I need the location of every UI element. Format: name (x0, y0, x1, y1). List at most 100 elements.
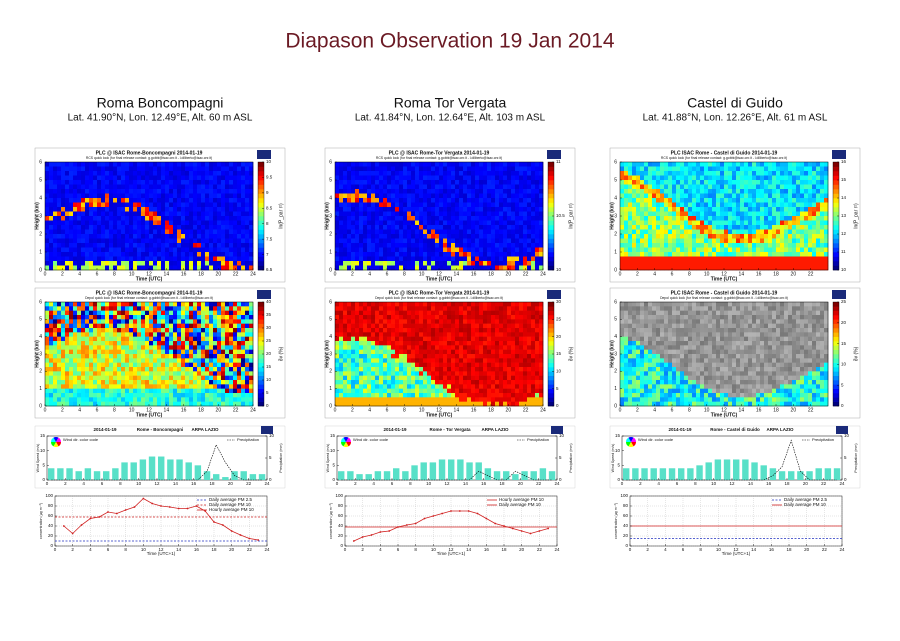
heatmap-cell (359, 162, 363, 167)
heatmap-cell (133, 185, 137, 190)
heatmap-cell (351, 221, 355, 226)
heatmap-cell (145, 234, 149, 239)
heatmap-cell (109, 389, 113, 394)
heatmap-cell (189, 315, 193, 320)
heatmap-cell (217, 234, 221, 239)
heatmap-cell (133, 328, 137, 333)
heatmap-cell (347, 315, 351, 320)
y-axis-label: Height (km) (34, 202, 40, 230)
heatmap-cell (355, 371, 359, 376)
heatmap-cell (181, 332, 185, 337)
heatmap-cell (395, 367, 399, 372)
heatmap-cell (169, 198, 173, 203)
heatmap-cell (85, 328, 89, 333)
heatmap-cell (233, 302, 237, 307)
heatmap-cell (85, 198, 89, 203)
colorbar-segment (258, 367, 264, 372)
heatmap-cell (339, 225, 343, 230)
heatmap-cell (189, 225, 193, 230)
heatmap-cell (129, 221, 133, 226)
heatmap-cell (391, 389, 395, 394)
heatmap-cell (443, 225, 447, 230)
heatmap-cell (245, 176, 249, 181)
heatmap-cell (109, 248, 113, 253)
heatmap-cell (395, 354, 399, 359)
heatmap-cell (141, 402, 145, 407)
heatmap-cell (471, 266, 475, 271)
heatmap-cell (507, 252, 511, 257)
heatmap-cell (157, 221, 161, 226)
heatmap-cell (399, 225, 403, 230)
heatmap-cell (355, 354, 359, 359)
heatmap-cell (129, 243, 133, 248)
heatmap-cell (339, 393, 343, 398)
heatmap-cell (53, 380, 57, 385)
heatmap-cell (419, 252, 423, 257)
heatmap-cell (463, 389, 467, 394)
heatmap-cell (443, 328, 447, 333)
heatmap-cell (427, 393, 431, 398)
heatmap-cell (335, 189, 339, 194)
heatmap-cell (109, 189, 113, 194)
heatmap-cell (379, 332, 383, 337)
heatmap-cell (249, 376, 253, 381)
heatmap-cell (93, 367, 97, 372)
heatmap-cell (173, 332, 177, 337)
heatmap-cell (447, 212, 451, 217)
x-tick-label: 2 (61, 407, 64, 413)
heatmap-cell (355, 332, 359, 337)
heatmap-cell (181, 248, 185, 253)
heatmap-cell (193, 315, 197, 320)
heatmap-cell (443, 167, 447, 172)
heatmap-cell (89, 207, 93, 212)
heatmap-cell (367, 239, 371, 244)
heatmap-cell (423, 332, 427, 337)
heatmap-cell (93, 341, 97, 346)
heatmap-cell (395, 266, 399, 271)
colorbar-segment (548, 180, 554, 185)
heatmap-cell (411, 302, 415, 307)
heatmap-cell (133, 302, 137, 307)
heatmap-cell (181, 354, 185, 359)
heatmap-cell (209, 319, 213, 324)
heatmap-cell (391, 319, 395, 324)
heatmap-cell (109, 397, 113, 402)
heatmap-cell (89, 230, 93, 235)
heatmap-cell (205, 345, 209, 350)
heatmap-cell (411, 230, 415, 235)
heatmap-cell (403, 371, 407, 376)
heatmap-cell (233, 225, 237, 230)
x-tick-label: 20 (216, 407, 222, 413)
heatmap-cell (85, 180, 89, 185)
heatmap-cell (145, 402, 149, 407)
heatmap-cell (65, 266, 69, 271)
heatmap-cell (371, 198, 375, 203)
heatmap-cell (479, 261, 483, 266)
heatmap-cell (197, 324, 201, 329)
panel-subtitle: Depol quick look (for final release cont… (85, 296, 213, 300)
heatmap-cell (419, 216, 423, 221)
heatmap-cell (423, 350, 427, 355)
heatmap-cell (205, 176, 209, 181)
heatmap-cell (435, 176, 439, 181)
heatmap-cell (419, 341, 423, 346)
heatmap-cell (229, 189, 233, 194)
heatmap-cell (403, 207, 407, 212)
heatmap-cell (53, 315, 57, 320)
heatmap-cell (77, 337, 81, 342)
heatmap-cell (165, 332, 169, 337)
heatmap-cell (61, 216, 65, 221)
heatmap-cell (435, 324, 439, 329)
heatmap-cell (435, 358, 439, 363)
heatmap-cell (531, 185, 535, 190)
heatmap-cell (153, 384, 157, 389)
heatmap-cell (137, 328, 141, 333)
heatmap-cell (459, 306, 463, 311)
heatmap-cell (105, 180, 109, 185)
wind-bar (85, 468, 91, 480)
heatmap-cell (149, 393, 153, 398)
heatmap-cell (483, 167, 487, 172)
heatmap-cell (97, 358, 101, 363)
heatmap-cell (73, 311, 77, 316)
heatmap-cell (113, 354, 117, 359)
